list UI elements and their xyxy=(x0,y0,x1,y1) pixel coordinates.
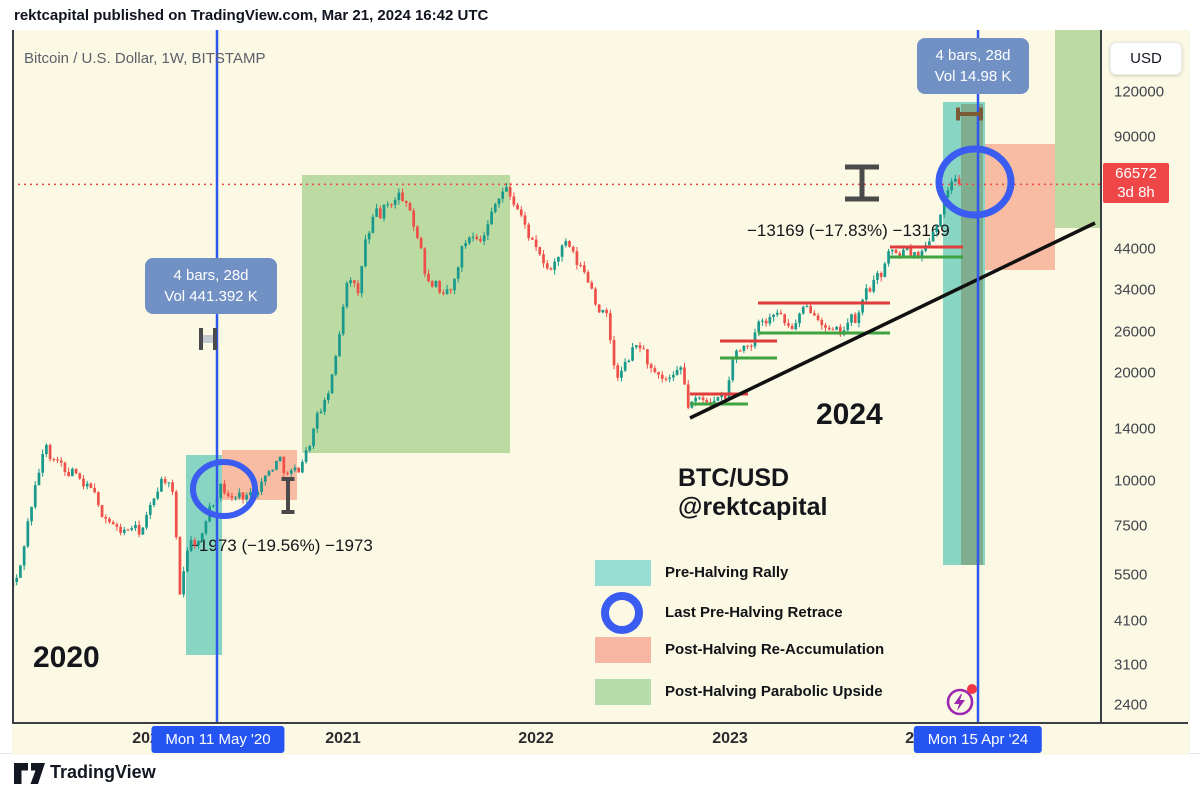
brand-name: TradingView xyxy=(50,762,156,782)
price-tick-label: 4100 xyxy=(1114,612,1148,630)
price-tick-label: 10000 xyxy=(1114,472,1156,490)
price-tick-label: 5500 xyxy=(1114,566,1148,584)
year-label-2023: 2023 xyxy=(712,730,748,747)
legend-item-green: Post-Halving Parabolic Upside xyxy=(593,679,913,705)
legend-item-teal: Pre-Halving Rally xyxy=(593,560,913,586)
zone-post-halving-parabolic-upside-2024 xyxy=(1055,30,1100,228)
legend-item-circle: Last Pre-Halving Retrace xyxy=(593,592,913,634)
currency-toggle-button[interactable]: USD xyxy=(1110,42,1182,75)
legend-item-salmon: Post-Halving Re-Accumulation xyxy=(593,637,913,663)
legend-swatch-green xyxy=(595,679,651,705)
price-tick-label: 26000 xyxy=(1114,323,1156,341)
legend-label: Post-Halving Re-Accumulation xyxy=(665,641,885,658)
price-tick-label: 2400 xyxy=(1114,696,1148,714)
price-tick-label: 7500 xyxy=(1114,517,1148,535)
legend-retrace-circle-icon xyxy=(601,592,643,634)
uptrend-line[interactable] xyxy=(689,221,1096,420)
legend-label: Pre-Halving Rally xyxy=(665,564,789,581)
measure-handle[interactable] xyxy=(201,335,215,343)
measure-volume-label: Vol 14.98 K xyxy=(934,68,1012,85)
pre-halving-retrace-circle[interactable] xyxy=(190,459,258,519)
year-label-2022: 2022 xyxy=(518,730,554,747)
annotation-text: −1973 (−19.56%) −1973 xyxy=(189,536,373,555)
measure-volume-label: Vol 441.392 K xyxy=(164,288,258,305)
price-axis[interactable]: USD 66572 3d 8h 120000 90000 44000 34000 260… xyxy=(1100,30,1190,752)
legend-label: Last Pre-Halving Retrace xyxy=(665,604,843,621)
legend-label: Post-Halving Parabolic Upside xyxy=(665,683,883,700)
halving-date-label: Mon 15 Apr '24 xyxy=(913,726,1043,753)
year-label-2021: 2021 xyxy=(325,730,361,747)
annotation-text: −13169 (−17.83%) −13169 xyxy=(747,221,950,240)
event-marker-icon[interactable] xyxy=(945,684,977,718)
chart-left-border xyxy=(12,30,14,752)
symbol-title: Bitcoin / U.S. Dollar, 1W, BITSTAMP xyxy=(24,50,266,67)
last-price-value: 66572 xyxy=(1115,165,1157,183)
price-tick-label: 14000 xyxy=(1114,420,1156,438)
chart-canvas[interactable]: −1973 (−19.56%) −1973 −13169 (−17.83%) −1… xyxy=(12,30,1100,722)
zone-post-halving-reaccumulation-2020 xyxy=(222,450,297,500)
halving-date-label: Mon 11 May '20 xyxy=(151,726,285,753)
chart-plot-area[interactable]: −1973 (−19.56%) −1973 −13169 (−17.83%) −1… xyxy=(12,30,1100,722)
zone-post-halving-parabolic-upside-2021 xyxy=(302,175,510,453)
price-tick-label: 3100 xyxy=(1114,656,1148,674)
legend-swatch-teal xyxy=(595,560,651,586)
measure-tooltip: 4 bars, 28d Vol 14.98 K xyxy=(917,38,1029,94)
event-alert-dot xyxy=(967,684,977,694)
legend: Pre-Halving Rally Last Pre-Halving Retrac… xyxy=(593,558,913,710)
zone-date-measure-column xyxy=(961,104,983,565)
annotation-text: @rektcapital xyxy=(678,493,827,521)
annotation-text: BTC/USD xyxy=(678,464,789,492)
last-price-label: 66572 3d 8h xyxy=(1103,163,1169,204)
price-tick-label: 34000 xyxy=(1114,281,1156,299)
price-tick-label: 90000 xyxy=(1114,128,1156,146)
lightning-event-icon xyxy=(946,688,974,716)
pre-halving-retrace-circle[interactable] xyxy=(935,145,1015,219)
tradingview-logo-icon xyxy=(14,763,45,784)
bar-countdown: 3d 8h xyxy=(1117,184,1155,202)
measure-bars-label: 4 bars, 28d xyxy=(173,267,249,284)
legend-swatch-salmon xyxy=(595,637,651,663)
annotation-text: 2020 xyxy=(33,641,100,674)
price-tick-label: 120000 xyxy=(1114,83,1165,101)
annotation-text: 2024 xyxy=(816,398,883,431)
price-tick-label: 44000 xyxy=(1114,240,1156,258)
measure-tooltip: 4 bars, 28d Vol 441.392 K xyxy=(145,258,277,314)
price-tick-label: 20000 xyxy=(1114,364,1156,382)
measure-bars-label: 4 bars, 28d xyxy=(935,47,1011,64)
share-header-text: rektcapital published on TradingView.com… xyxy=(14,7,489,24)
